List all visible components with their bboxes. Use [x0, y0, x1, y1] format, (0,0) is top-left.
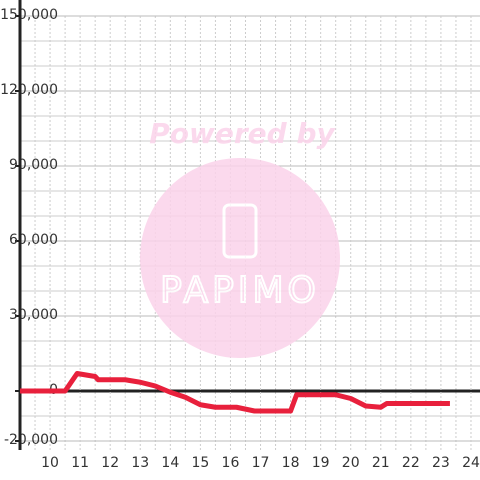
x-tick-label: 19 [312, 455, 330, 471]
watermark-phone [222, 203, 258, 259]
watermark: Powered by PAPIMO [140, 117, 340, 358]
watermark-logo: PAPIMO [160, 270, 320, 311]
y-tick-label: 120,000 [0, 82, 58, 98]
x-tick-label: 16 [222, 455, 240, 471]
x-tick-label: 11 [71, 455, 89, 471]
y-tick-label: 60,000 [9, 232, 58, 248]
watermark-caption: Powered by [149, 117, 336, 150]
x-tick-label: 10 [41, 455, 59, 471]
x-tick-label: 17 [252, 455, 270, 471]
x-tick-label: 24 [462, 455, 480, 471]
x-tick-label: 21 [372, 455, 390, 471]
y-tick-label: 30,000 [9, 307, 58, 323]
x-tick-label: 12 [101, 455, 119, 471]
x-tick-label: 20 [342, 455, 360, 471]
x-tick-label: 15 [191, 455, 209, 471]
x-tick-label: 22 [402, 455, 420, 471]
data-line [20, 371, 450, 414]
y-tick-label: -20,000 [4, 432, 58, 448]
x-tick-label: 23 [432, 455, 450, 471]
x-tick-label: 18 [282, 455, 300, 471]
x-tick-label: 13 [131, 455, 149, 471]
x-tick-label: 14 [161, 455, 179, 471]
y-tick-label: 90,000 [9, 157, 58, 173]
y-tick-label: 150,000 [0, 7, 58, 23]
